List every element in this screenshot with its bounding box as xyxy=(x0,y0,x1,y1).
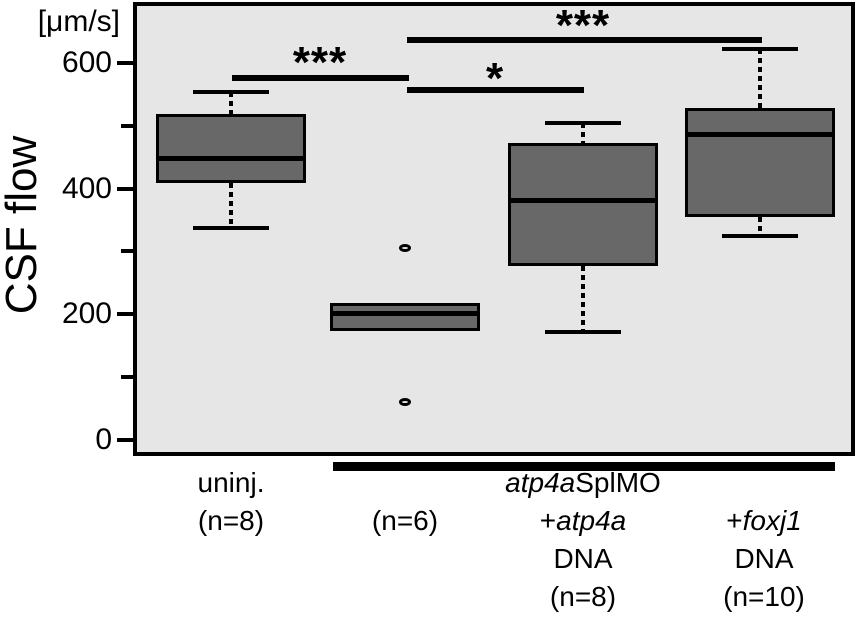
whisker-cap-upper-atp4a-splmo-plus-atp4a-dna xyxy=(545,121,621,126)
xtick-label-atp4a-dna-n: (n=8) xyxy=(549,581,617,612)
xtick-label-foxj1-n: (n=10) xyxy=(723,581,805,612)
whisker-line-lower-uninj xyxy=(229,182,233,229)
box-atp4a-splmo-plus-foxj1-dna xyxy=(685,108,835,217)
box-atp4a-splmo-plus-atp4a-dna xyxy=(508,143,658,266)
y-minor-tick xyxy=(121,249,133,254)
xtick-label-atp4a-plus: + xyxy=(539,505,557,536)
xtick-label-foxj1-line1: +foxj1 xyxy=(723,502,805,540)
y-minor-tick xyxy=(121,123,133,128)
whisker-cap-upper-atp4a-splmo-plus-foxj1-dna xyxy=(722,47,798,52)
outlier-atp4a-splmo-0 xyxy=(399,244,411,253)
significance-bar-0 xyxy=(232,75,409,81)
whisker-line-upper-uninj xyxy=(229,91,233,115)
box-uninj xyxy=(156,114,306,183)
xtick-label-splmo: (n=6) xyxy=(372,502,438,540)
significance-stars-1: * xyxy=(485,54,505,103)
xtick-label-uninjected-n: (n=8) xyxy=(197,505,265,536)
median-line-atp4a-splmo xyxy=(330,310,480,316)
xtick-label-atp4a-dna-line2: DNA xyxy=(553,543,613,574)
xtick-label-atp4a-dna-line1: +atp4a xyxy=(505,502,661,540)
whisker-cap-lower-uninj xyxy=(193,226,269,231)
significance-bar-2 xyxy=(407,37,762,43)
significance-stars-2: *** xyxy=(555,1,611,50)
whisker-cap-lower-atp4a-splmo-plus-atp4a-dna xyxy=(545,329,621,334)
outlier-atp4a-splmo-1 xyxy=(399,397,411,406)
y-tick-label: 200 xyxy=(61,297,112,330)
whisker-cap-upper-uninj xyxy=(193,89,269,94)
y-major-tick xyxy=(117,437,133,442)
significance-stars-0: *** xyxy=(292,38,348,87)
y-major-tick xyxy=(117,61,133,65)
median-line-atp4a-splmo-plus-foxj1-dna xyxy=(685,132,835,138)
significance-bar-1 xyxy=(407,87,584,93)
xtick-label-foxj1-line2: DNA xyxy=(734,543,794,574)
y-axis-title: CSF flow xyxy=(0,135,46,315)
xtick-label-foxj1-plus: + xyxy=(726,505,743,536)
xtick-label-splmo-n: (n=6) xyxy=(371,505,439,536)
whisker-line-upper-atp4a-splmo-plus-foxj1-dna xyxy=(758,49,762,109)
whisker-line-upper-atp4a-splmo-plus-atp4a-dna xyxy=(581,123,585,144)
y-tick-label: 600 xyxy=(61,46,112,79)
bracket-group-label-gene: atp4a xyxy=(505,467,576,498)
xtick-label-foxj1-gene: foxj1 xyxy=(742,505,802,536)
y-major-tick xyxy=(117,186,133,191)
whisker-cap-lower-atp4a-splmo-plus-foxj1-dna xyxy=(722,234,798,239)
median-line-atp4a-splmo-plus-atp4a-dna xyxy=(508,197,658,203)
xtick-label-uninjected: uninj. (n=8) xyxy=(198,464,265,540)
y-axis-unit-label: [μm/s] xyxy=(37,5,120,38)
box-atp4a-splmo xyxy=(330,302,480,331)
xtick-label-atp4a-dna-group: atp4aSplMO +atp4a DNA (n=8) xyxy=(505,464,661,616)
y-tick-label: 400 xyxy=(61,171,112,205)
whisker-line-lower-atp4a-splmo-plus-atp4a-dna xyxy=(581,265,585,332)
y-tick-label: 0 xyxy=(95,422,112,456)
y-major-tick xyxy=(117,312,133,316)
median-line-uninj xyxy=(156,155,306,161)
xtick-label-foxj1-dna-group: +foxj1 DNA (n=10) xyxy=(723,502,805,616)
xtick-label-uninjected-name: uninj. xyxy=(197,467,265,498)
bracket-group-label: atp4aSplMO xyxy=(505,464,661,502)
xtick-label-atp4a-gene: atp4a xyxy=(556,505,627,536)
treatment-group-bar xyxy=(333,462,835,471)
whisker-line-lower-atp4a-splmo-plus-foxj1-dna xyxy=(758,216,762,237)
y-minor-tick xyxy=(121,374,133,379)
bracket-group-label-suffix: SplMO xyxy=(575,467,661,498)
